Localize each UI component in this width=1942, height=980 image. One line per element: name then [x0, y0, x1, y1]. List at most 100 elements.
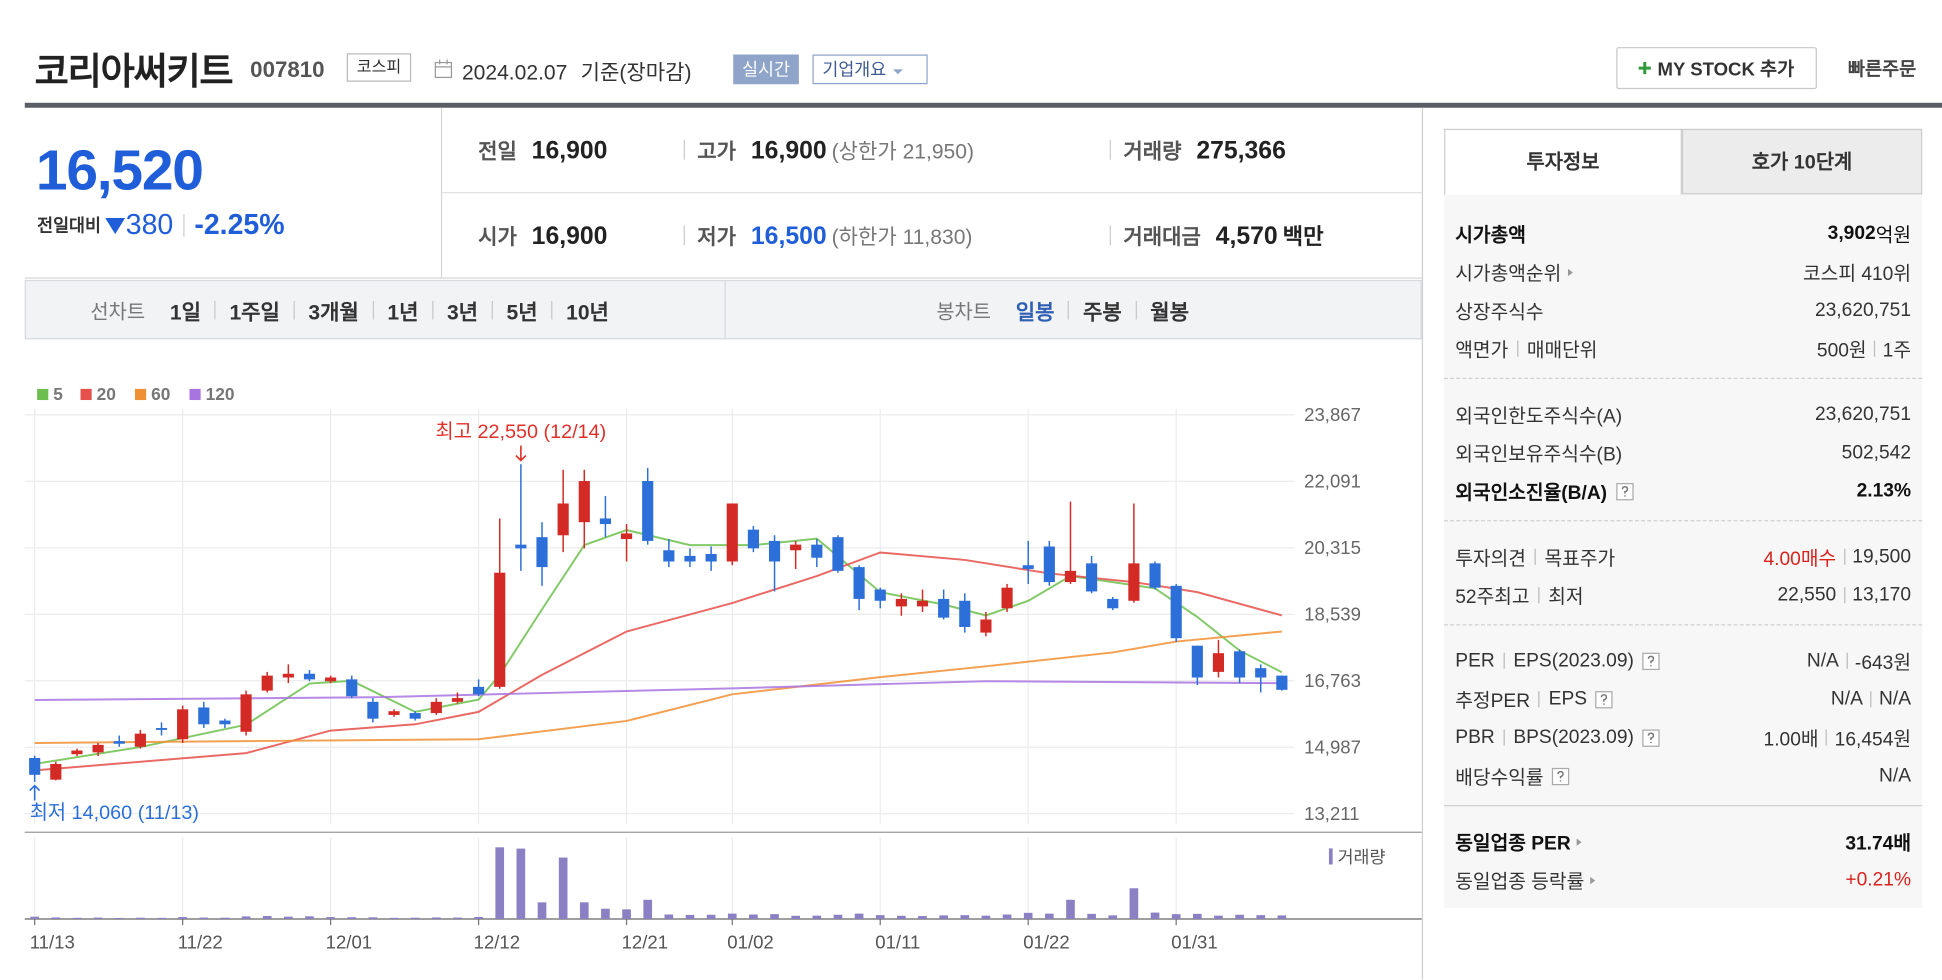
info-value: 1.00배: [1763, 728, 1819, 750]
section-divider: [1444, 805, 1923, 807]
x-tick-label: 12/12: [474, 932, 520, 953]
help-icon[interactable]: [1641, 728, 1661, 748]
period-item[interactable]: 3개월: [308, 300, 359, 324]
period-item[interactable]: 10년: [566, 300, 609, 324]
info-row: PER EPS(2023.09) N/A -643원: [1444, 642, 1922, 680]
legend-label: 20: [97, 384, 116, 404]
separator: [1825, 729, 1828, 746]
arrow-icon[interactable]: [1574, 835, 1584, 847]
info-label: 52주최고: [1455, 586, 1530, 608]
volume-bar: [706, 914, 716, 919]
info-label: 상장주식수: [1455, 301, 1544, 323]
period-item[interactable]: 5년: [506, 300, 538, 324]
info-value: 500원: [1816, 339, 1867, 362]
volume-bar: [305, 916, 314, 919]
info-label: 외국인소진율(B/A): [1455, 482, 1608, 504]
company-button[interactable]: 기업개요: [812, 54, 928, 85]
realtime-badge[interactable]: 실시간: [733, 54, 799, 85]
calendar-icon: [434, 59, 453, 79]
candle-body: [620, 533, 633, 540]
help-icon[interactable]: [1551, 766, 1571, 786]
info-values: 500원 1주: [1817, 335, 1911, 362]
volume-bar: [939, 915, 948, 919]
period-item[interactable]: 1일: [169, 300, 201, 324]
info-value: +0.21%: [1845, 868, 1912, 890]
candle-body: [726, 503, 738, 562]
volume-bar: [1277, 915, 1287, 919]
info-labels: 외국인한도주식수(A): [1455, 401, 1622, 428]
info-value: 16,454원: [1834, 728, 1912, 750]
info-row: PBR BPS(2023.09) 1.00배 16,454원: [1444, 718, 1922, 756]
separator: [683, 139, 685, 160]
my-stock-button[interactable]: MY STOCK 추가: [1616, 47, 1817, 90]
min-annotation: 최저 14,060 (11/13): [30, 802, 199, 824]
volume-bar: [495, 847, 505, 919]
separator: [1843, 548, 1845, 565]
candle-body: [895, 598, 907, 607]
stat: 거래량 275,366: [1123, 134, 1286, 166]
candle-body: [557, 503, 569, 536]
volume-bar: [727, 913, 737, 919]
volume-bar: [791, 915, 801, 919]
info-row: 외국인한도주식수(A) 23,620,751: [1444, 395, 1922, 433]
info-label: 동일업종 등락률: [1455, 871, 1585, 893]
volume-bar: [284, 916, 293, 919]
info-labels: PBR BPS(2023.09): [1455, 726, 1661, 748]
info-row: 동일업종 등락률 +0.21%: [1444, 861, 1922, 899]
info-value: 31.74배: [1845, 832, 1912, 854]
info-values: 1.00배 16,454원: [1764, 724, 1912, 751]
info-labels: 액면가 매매단위: [1455, 335, 1597, 362]
change-value: 380: [125, 208, 174, 241]
info-values: 4.00매수 19,500: [1763, 543, 1911, 570]
volume-bar: [643, 899, 653, 919]
candle-body: [1128, 563, 1140, 601]
volume-legend-swatch: [1328, 848, 1333, 865]
info-labels: 배당수익률: [1455, 762, 1571, 789]
tab[interactable]: 호가 10단계: [1681, 128, 1923, 195]
arrow-icon[interactable]: [1588, 874, 1598, 886]
candle-body: [134, 733, 146, 747]
info-label: PER: [1455, 649, 1495, 671]
separator: [214, 300, 216, 319]
candle-body: [536, 537, 548, 568]
candle-body: [325, 677, 337, 682]
volume-bar: [431, 917, 441, 919]
info-row: 외국인보유주식수(B) 502,542: [1444, 433, 1922, 471]
candle-body: [811, 544, 823, 558]
candle-body: [642, 481, 654, 541]
legend-label: 5: [53, 384, 63, 404]
volume-bar: [1256, 915, 1266, 919]
info-row: 추정PER EPS N/A N/A: [1444, 680, 1922, 718]
help-icon[interactable]: [1641, 651, 1661, 671]
separator: [683, 225, 685, 246]
arrow-icon[interactable]: [1565, 266, 1575, 278]
quick-order[interactable]: 빠른주문: [1847, 59, 1917, 81]
period-item[interactable]: 1년: [387, 300, 419, 324]
stat-value: 4,570: [1215, 222, 1278, 251]
stat-label: 거래대금: [1123, 225, 1201, 249]
volume-bar: [558, 857, 568, 919]
period-item[interactable]: 월봉: [1150, 300, 1189, 324]
tab[interactable]: 투자정보: [1444, 128, 1682, 195]
section-divider: [1444, 377, 1923, 379]
info-values: 23,620,751: [1815, 403, 1911, 425]
max-annotation: 최고 22,550 (12/14): [436, 421, 607, 443]
candle-body: [346, 679, 358, 697]
help-icon[interactable]: [1594, 689, 1614, 709]
volume-bar: [622, 909, 631, 919]
period-item[interactable]: 주봉: [1083, 300, 1122, 324]
period-item[interactable]: 3년: [446, 300, 479, 324]
candle-body: [1234, 651, 1246, 678]
stock-name: 코리아써키트: [34, 52, 234, 93]
help-icon[interactable]: [1615, 481, 1635, 501]
volume-bar: [410, 917, 420, 919]
info-row: 시가총액순위 코스피 410위: [1444, 253, 1922, 291]
info-value: N/A: [1879, 764, 1912, 786]
period-item[interactable]: 1주일: [229, 300, 280, 324]
info-label: 외국인보유주식수(B): [1455, 444, 1623, 466]
top-rule: [24, 102, 1942, 108]
x-tick-label: 01/11: [875, 932, 920, 953]
period-item[interactable]: 일봉: [1015, 300, 1055, 324]
separator: [183, 213, 185, 236]
candle-body: [663, 550, 675, 562]
